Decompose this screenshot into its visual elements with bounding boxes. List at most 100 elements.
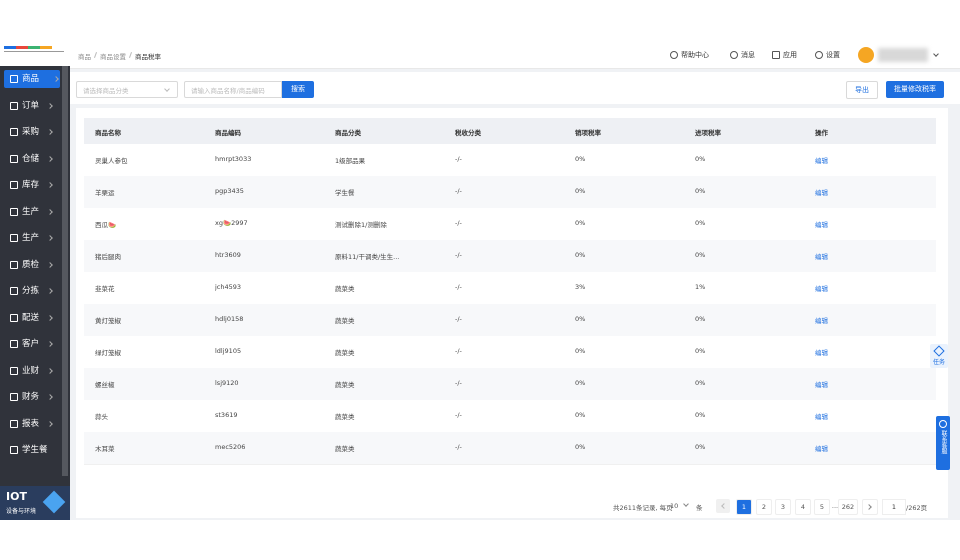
nav-item[interactable]: 客户 (0, 335, 62, 353)
action-icon (815, 51, 823, 59)
table-cell: 0% (575, 443, 586, 451)
chevron (47, 420, 53, 427)
next-page[interactable] (862, 499, 878, 515)
table-row: 蒜头 st3619 蔬菜类 -/- 0% 0% 编辑 (84, 400, 936, 433)
table-cell: 0% (695, 347, 706, 355)
page-jump-input[interactable]: 1 (882, 499, 906, 515)
edit-link[interactable]: 编辑 (815, 317, 828, 325)
search-input[interactable]: 请输入商品名称/商品编码 (184, 81, 282, 98)
nav-item[interactable]: 报表 (0, 415, 62, 433)
nav-item[interactable]: 生产 (0, 203, 62, 221)
edit-link[interactable]: 编辑 (815, 221, 828, 229)
page-button[interactable]: 262 (838, 499, 858, 515)
logo-line (4, 51, 64, 52)
toolbar: 请选择商品分类 请输入商品名称/商品编码 搜索 导出 批量修改税率 (70, 72, 960, 104)
page-size-select[interactable]: 10 (668, 500, 692, 512)
iot-panel[interactable]: IOT 设备与环境 (0, 486, 70, 520)
table-cell: 原料11/干调类/生生... (335, 253, 400, 261)
nav-label: 库存 (22, 180, 40, 190)
action-label: 帮助中心 (681, 51, 709, 59)
export-button[interactable]: 导出 (846, 81, 878, 99)
page-button[interactable]: 3 (775, 499, 791, 515)
nav-item[interactable]: 质检 (0, 256, 62, 274)
action-label: 应用 (783, 51, 797, 59)
page-button[interactable]: 4 (795, 499, 811, 515)
search-button[interactable]: 搜索 (282, 81, 314, 98)
chevron (47, 182, 53, 188)
table-row: 黄灯笼椒 hdlj0158 蔬菜类 -/- 0% 0% 编辑 (84, 304, 936, 337)
page-button[interactable]: 1 (736, 499, 752, 515)
table-cell: 灵巢人参包 (95, 157, 128, 165)
table-cell: -/- (455, 379, 462, 387)
edit-link[interactable]: 编辑 (815, 189, 828, 197)
table-row: 西瓜🍉 xg🍉2997 测试删除1/测删除 -/- 0% 0% 编辑 (84, 208, 936, 241)
action-label: 设置 (826, 51, 840, 59)
nav-item[interactable]: 库存 (0, 176, 62, 194)
page-button[interactable]: 2 (756, 499, 772, 515)
nav-item[interactable]: 学生餐 (0, 441, 62, 459)
column-header: 商品分类 (335, 129, 361, 137)
service-widget[interactable]: 联系客服 (936, 416, 950, 470)
category-select[interactable]: 请选择商品分类 (76, 81, 178, 98)
nav-icon (10, 393, 18, 401)
nav-label: 商品 (22, 74, 40, 84)
nav-icon (10, 101, 18, 110)
nav-item[interactable]: 采购 (0, 123, 62, 141)
nav-item[interactable]: 生产 (0, 229, 62, 247)
breadcrumb-item[interactable]: 商品设置 (100, 53, 126, 61)
page-size-unit: 条 (696, 504, 703, 512)
nav-icon (10, 75, 18, 83)
nav-item[interactable]: 财务 (0, 388, 62, 406)
header-action[interactable]: 消息 (730, 49, 780, 61)
page-size: 10 (670, 502, 679, 510)
table-cell: -/- (455, 219, 462, 227)
edit-link[interactable]: 编辑 (815, 445, 828, 453)
table-cell: hdlj0158 (215, 315, 244, 323)
header-action[interactable]: 帮助中心 (670, 49, 720, 61)
edit-link[interactable]: 编辑 (815, 157, 828, 165)
page-button[interactable]: 5 (814, 499, 830, 515)
table-row: 绿灯笼椒 ldlj9105 蔬菜类 -/- 0% 0% 编辑 (84, 336, 936, 369)
task-widget[interactable]: 任务 (930, 344, 948, 368)
nav-item[interactable]: 商品 (4, 70, 60, 88)
avatar[interactable] (858, 47, 874, 63)
nav-item[interactable]: 分拣 (0, 282, 62, 300)
breadcrumb-separator (129, 52, 132, 58)
nav-item[interactable]: 仓储 (0, 150, 62, 168)
edit-link[interactable]: 编辑 (815, 413, 828, 421)
breadcrumb-item: 商品税率 (135, 53, 161, 61)
chevron (47, 208, 53, 215)
nav-item[interactable]: 业财 (0, 362, 62, 380)
header-action[interactable]: 应用 (772, 49, 822, 61)
chevron (47, 261, 53, 268)
edit-link[interactable]: 编辑 (815, 253, 828, 261)
nav-icon (10, 154, 18, 163)
prev-page[interactable] (716, 499, 730, 513)
chevron (47, 155, 53, 162)
table-cell: 0% (575, 251, 586, 259)
action-icon (730, 51, 738, 59)
edit-link[interactable]: 编辑 (815, 349, 828, 357)
batch-button[interactable]: 批量修改税率 (886, 81, 944, 98)
action-icon (772, 51, 780, 59)
breadcrumb-separator (94, 52, 97, 58)
chevron (47, 288, 53, 294)
header: 商品 商品设置 商品税率 帮助中心 消息 应用 设置 (70, 42, 960, 69)
table-cell: st3619 (215, 411, 238, 419)
edit-link[interactable]: 编辑 (815, 285, 828, 293)
nav-item[interactable]: 配送 (0, 309, 62, 327)
nav-label: 订单 (22, 100, 40, 111)
edit-link[interactable]: 编辑 (815, 381, 828, 389)
nav-item[interactable]: 订单 (0, 97, 62, 115)
table-cell: htr3609 (215, 251, 241, 259)
table-cell: -/- (455, 315, 462, 323)
nav-label: 学生餐 (22, 445, 48, 455)
table-cell: xg🍉2997 (215, 219, 248, 227)
header-action[interactable]: 设置 (815, 49, 865, 61)
table-cell: 0% (575, 379, 586, 387)
table-cell: 0% (695, 315, 706, 323)
iot-subtitle: 设备与环境 (6, 508, 37, 515)
table-cell: 1级部品果 (335, 157, 366, 165)
breadcrumb-item[interactable]: 商品 (78, 53, 91, 61)
table-cell: 0% (575, 411, 586, 419)
